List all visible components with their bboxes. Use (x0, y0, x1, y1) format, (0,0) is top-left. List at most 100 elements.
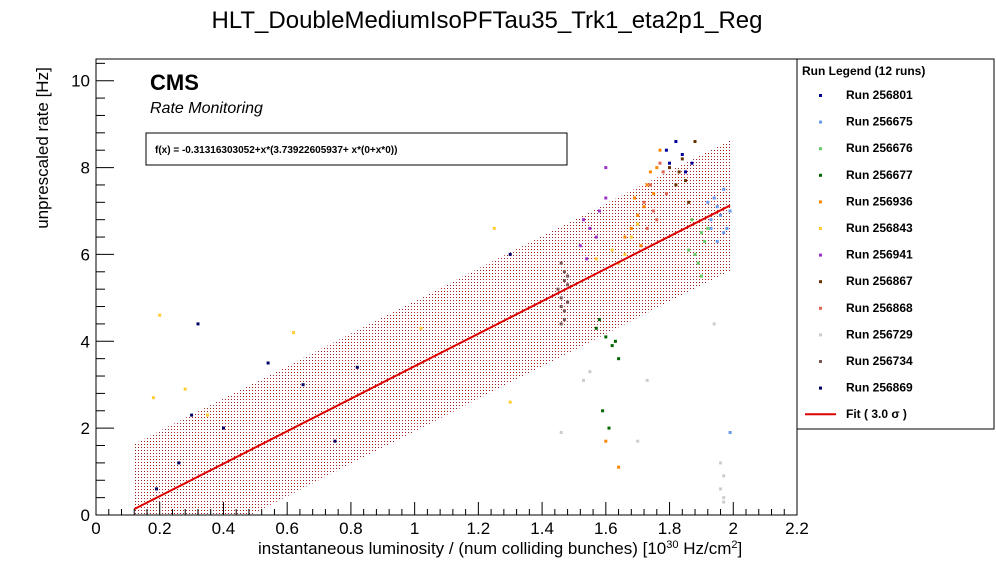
legend-marker (819, 386, 822, 390)
data-point (582, 218, 585, 222)
data-point (601, 409, 605, 413)
data-point (664, 192, 668, 196)
data-point (674, 183, 678, 187)
legend-entry: Run 256734 (846, 354, 913, 368)
data-point (607, 426, 611, 430)
data-point (639, 244, 643, 248)
data-point (562, 279, 566, 282)
data-point (652, 192, 656, 196)
data-point (715, 239, 719, 243)
y-axis-label: unprescaled rate [Hz] (33, 67, 52, 229)
data-point (693, 252, 697, 256)
fit-line (133, 204, 731, 511)
data-point (715, 205, 719, 209)
data-point (559, 431, 563, 434)
data-point (722, 500, 726, 504)
legend-entry: Run 256843 (846, 221, 913, 235)
data-point (636, 222, 640, 226)
data-point (559, 296, 563, 300)
data-point (719, 487, 722, 491)
data-point (222, 426, 225, 430)
y-tick-label: 4 (81, 332, 90, 351)
data-point (725, 226, 729, 230)
x-tick-label: 1.2 (467, 519, 491, 538)
y-tick-label: 2 (81, 419, 90, 438)
data-point (706, 200, 710, 204)
data-point (677, 170, 681, 174)
legend-title: Run Legend (12 runs) (802, 64, 925, 78)
data-point (658, 148, 662, 152)
data-point (696, 261, 700, 265)
data-point (597, 209, 601, 213)
legend-entry: Run 256868 (846, 301, 913, 315)
legend-marker (819, 280, 822, 284)
data-point (690, 218, 694, 222)
fit-formula-box (145, 132, 568, 166)
data-point (588, 370, 592, 374)
data-point (629, 226, 633, 230)
legend-marker (819, 94, 822, 97)
data-point (604, 166, 608, 170)
data-point (636, 213, 640, 217)
x-tick-label: 0.2 (148, 519, 172, 538)
data-point (674, 140, 678, 143)
data-point (722, 496, 726, 500)
data-point (588, 226, 592, 230)
legend-entry: Run 256801 (846, 88, 913, 102)
data-point (636, 439, 640, 443)
data-point (648, 170, 652, 174)
data-point (719, 213, 722, 217)
data-point (722, 231, 726, 235)
legend-entry: Run 256677 (846, 168, 913, 182)
legend-entry: Run 256869 (846, 381, 913, 395)
legend-marker (819, 200, 822, 204)
data-point (508, 252, 512, 256)
legend-entry: Run 256676 (846, 141, 913, 155)
data-point (604, 335, 608, 339)
data-point (585, 257, 589, 261)
data-point (610, 344, 614, 348)
data-point (706, 226, 710, 230)
data-point (728, 431, 732, 434)
data-point (610, 248, 614, 252)
legend-marker (819, 253, 822, 257)
data-point (562, 270, 566, 274)
data-point (712, 322, 716, 326)
data-point (712, 196, 716, 200)
data-point (562, 318, 566, 322)
data-point (633, 196, 636, 200)
data-point (668, 166, 671, 170)
data-point (693, 140, 697, 143)
legend-box (796, 58, 995, 430)
data-point (664, 148, 668, 152)
data-point (566, 274, 570, 278)
data-point (613, 339, 617, 343)
data-point (684, 179, 687, 183)
legend-entry: Run 256729 (846, 327, 913, 341)
data-point (655, 218, 659, 222)
data-point (292, 331, 296, 335)
data-point (690, 161, 694, 165)
legend-marker (819, 120, 822, 124)
data-point (719, 461, 722, 465)
data-point (699, 231, 703, 235)
x-axis-label: instantaneous luminosity / (num collidin… (258, 539, 742, 558)
data-point (623, 235, 627, 239)
data-point (722, 187, 726, 191)
data-point (597, 318, 601, 322)
legend-marker (819, 306, 822, 310)
legend-fit-label: Fit ( 3.0 σ ) (846, 407, 907, 421)
data-point (559, 322, 563, 326)
data-point (196, 322, 200, 326)
data-point (684, 170, 687, 174)
data-point (508, 400, 512, 404)
legend-entry: Run 256675 (846, 115, 913, 129)
x-tick-label: 1.6 (594, 519, 618, 538)
data-point (594, 235, 598, 239)
y-tick-label: 0 (81, 506, 90, 525)
data-point (183, 387, 187, 391)
legend-entry: Run 256941 (846, 248, 913, 262)
x-tick-label: 0 (91, 519, 100, 538)
x-tick-label: 1.8 (658, 519, 682, 538)
